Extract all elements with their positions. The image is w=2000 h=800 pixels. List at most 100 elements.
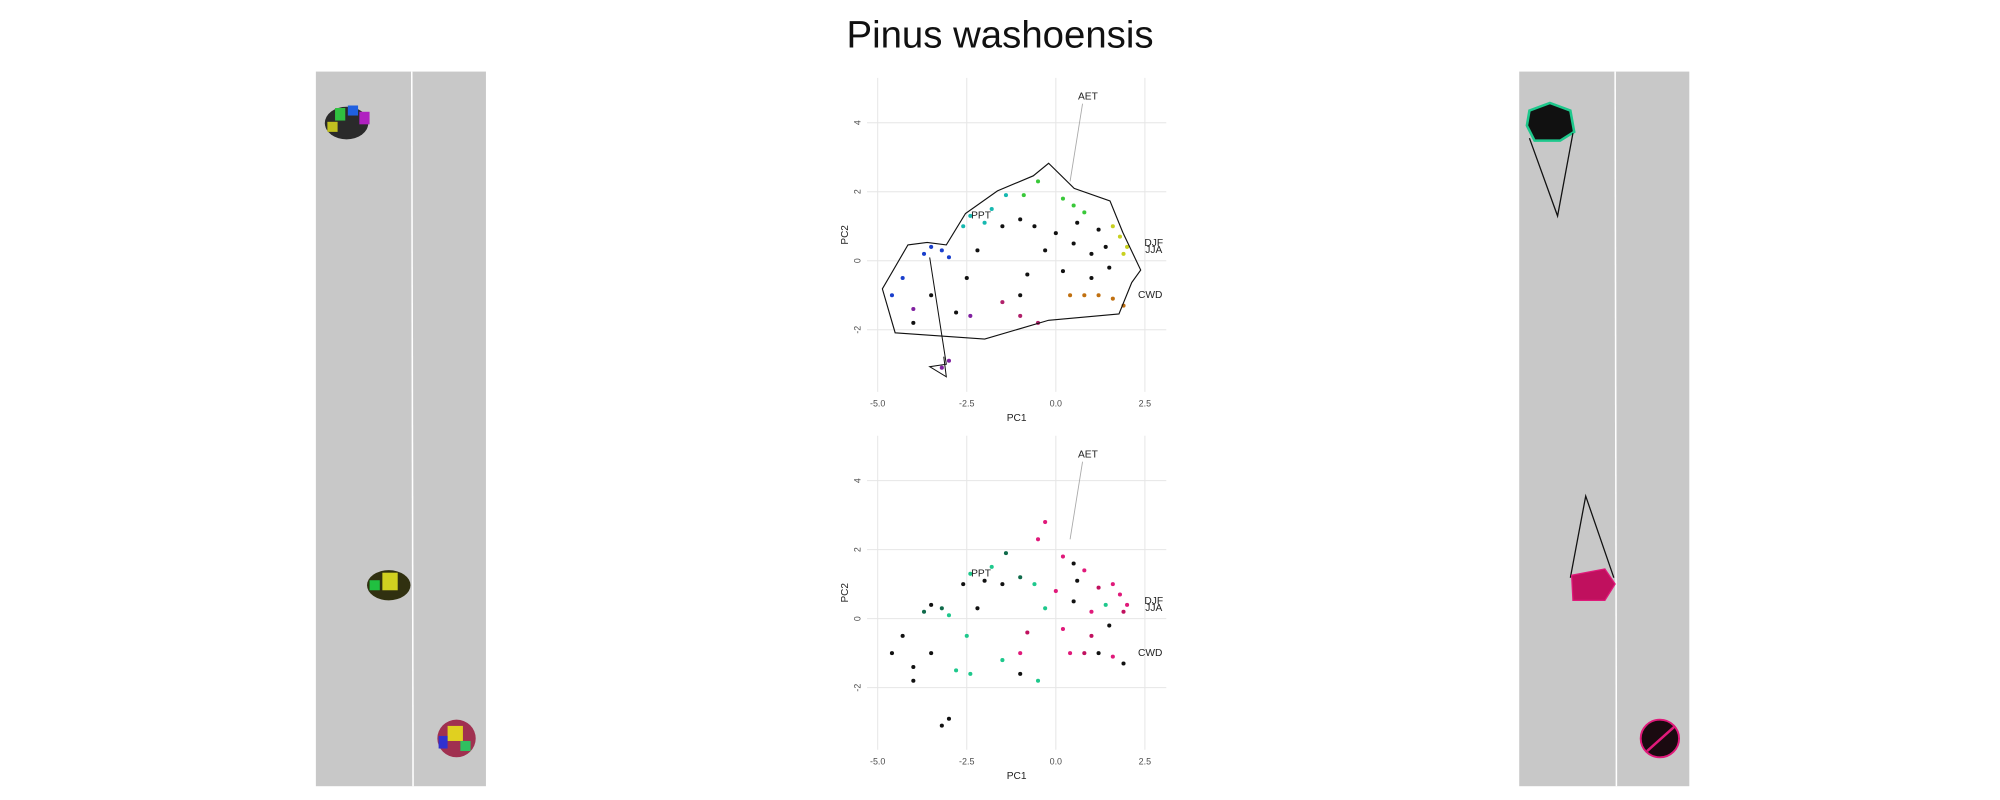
point — [946, 255, 952, 260]
x-tick-label: 0.0 — [1050, 399, 1063, 409]
x-tick-label: 0.0 — [1050, 757, 1063, 767]
map-panel — [1519, 71, 1690, 787]
point — [929, 293, 934, 298]
point — [1060, 196, 1066, 201]
loading-label: PPT — [971, 211, 991, 222]
point — [1000, 582, 1005, 587]
point — [1110, 582, 1115, 587]
point — [954, 310, 959, 315]
point — [911, 307, 916, 312]
point — [939, 606, 944, 611]
x-tick-label: 2.5 — [1139, 757, 1152, 767]
point — [1018, 575, 1023, 580]
point — [1000, 658, 1005, 663]
point — [968, 213, 973, 218]
point — [1089, 251, 1094, 256]
point — [1117, 234, 1123, 239]
point — [1117, 592, 1123, 597]
point — [1110, 296, 1115, 301]
point — [1096, 227, 1101, 232]
map-hull — [1528, 133, 1574, 219]
point — [1110, 224, 1115, 229]
map-blob — [437, 719, 476, 758]
point — [1018, 313, 1023, 318]
point — [929, 602, 934, 607]
point — [1121, 609, 1126, 614]
point — [1018, 651, 1023, 656]
map-blob — [1525, 101, 1576, 142]
loading-label: AET — [1078, 449, 1098, 460]
point — [1103, 602, 1108, 607]
x-tick-label: -5.0 — [870, 399, 885, 409]
x-tick-label: 2.5 — [1139, 399, 1152, 409]
point — [939, 723, 944, 728]
point — [964, 633, 969, 638]
point — [921, 609, 927, 614]
point — [982, 220, 987, 225]
loading-label: JJA — [1145, 603, 1162, 614]
point — [900, 275, 905, 280]
point — [1110, 654, 1115, 659]
point — [1032, 582, 1037, 587]
point — [1071, 561, 1076, 566]
point — [1075, 578, 1080, 583]
loading-line — [1069, 461, 1083, 540]
x-tick-label: -5.0 — [870, 757, 885, 767]
point — [911, 678, 916, 683]
y-axis-label: PC2 — [840, 583, 851, 603]
point — [1107, 623, 1112, 628]
point — [1082, 210, 1087, 215]
point — [1125, 244, 1130, 249]
loading-label: CWD — [1138, 290, 1162, 301]
point — [1053, 231, 1058, 236]
point — [1096, 293, 1101, 298]
point — [1096, 651, 1101, 656]
x-axis-label: PC1 — [1007, 413, 1027, 424]
plot-panel — [867, 77, 1167, 392]
niche-hull — [928, 257, 947, 378]
point — [1018, 671, 1023, 676]
niche-hull — [881, 162, 1142, 340]
map-hull — [1569, 493, 1615, 578]
point — [989, 564, 994, 569]
point — [889, 293, 895, 298]
map-border — [1614, 71, 1618, 787]
loading-label: DJF — [1144, 238, 1163, 249]
point — [1021, 193, 1026, 198]
point — [1082, 293, 1087, 298]
point — [1018, 217, 1023, 222]
point — [1089, 633, 1094, 638]
y-tick-label: 2 — [852, 189, 862, 194]
point — [939, 248, 944, 253]
point — [1125, 602, 1130, 607]
point — [911, 664, 916, 669]
point — [1003, 193, 1009, 198]
point — [1075, 220, 1080, 225]
figure-content: Pinus washoensis -5.0 -2.5 0.0 2.5 -2 0 2 4 PC1 P… — [315, 15, 1690, 787]
point — [982, 578, 987, 583]
point — [1071, 203, 1076, 208]
y-tick-label: 2 — [852, 547, 862, 552]
point — [1043, 520, 1048, 525]
map-blob — [324, 105, 370, 140]
map-blob — [1570, 568, 1616, 601]
point — [961, 582, 966, 587]
point — [1060, 269, 1066, 274]
point — [911, 320, 916, 325]
map-panel — [315, 71, 486, 787]
y-axis-label: PC2 — [840, 225, 851, 245]
point — [1053, 589, 1058, 594]
point — [929, 651, 934, 656]
point — [1068, 293, 1073, 298]
point — [1096, 585, 1101, 590]
point — [1035, 179, 1041, 184]
point — [964, 275, 969, 280]
x-tick-label: -2.5 — [959, 399, 974, 409]
map-stripe — [1646, 724, 1677, 752]
point — [968, 313, 973, 318]
point — [889, 651, 895, 656]
point — [1025, 272, 1030, 277]
point — [1082, 651, 1087, 656]
